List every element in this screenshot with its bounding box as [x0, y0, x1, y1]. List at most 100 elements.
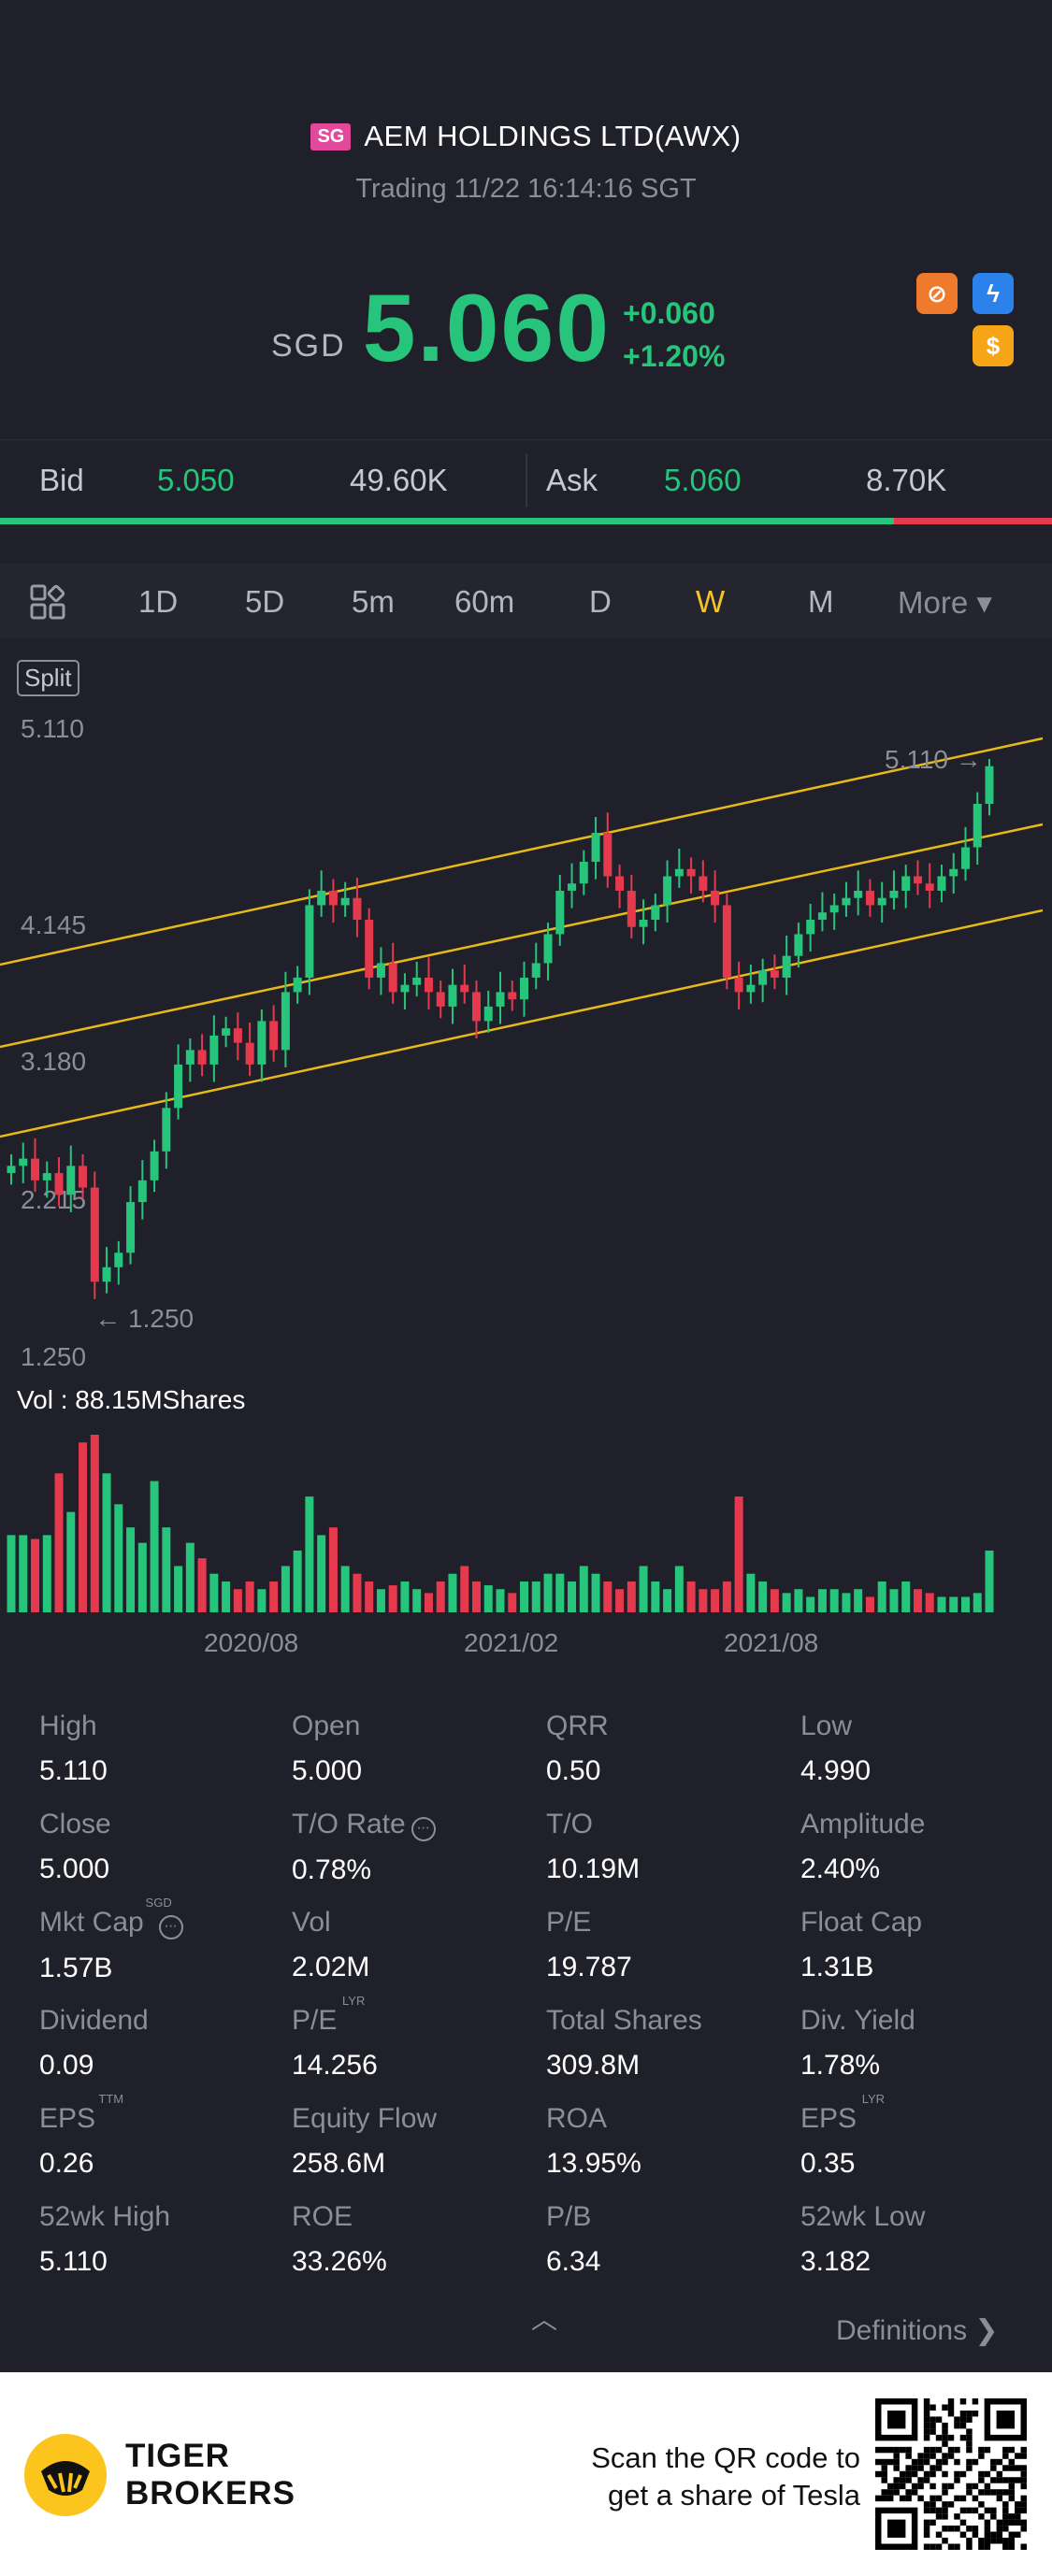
qr-module	[966, 2538, 973, 2544]
qr-module	[1002, 2507, 1009, 2514]
volume-bar	[376, 1589, 385, 1612]
volume-bar	[949, 1596, 958, 1612]
stat-item: 52wk High 5.110	[39, 2201, 292, 2278]
qr-module	[947, 2483, 955, 2490]
qr-module	[886, 2495, 894, 2502]
layout-grid-icon[interactable]	[30, 584, 67, 622]
qr-module	[917, 2465, 924, 2471]
stat-value: 1.31B	[800, 1952, 874, 1982]
volume-chart[interactable]	[0, 1421, 1052, 1617]
info-icon[interactable]: ⋯	[158, 1914, 183, 1939]
qr-module	[881, 2465, 887, 2471]
qr-module	[996, 2495, 1003, 2502]
candle-body	[31, 1158, 40, 1181]
candle-body	[412, 977, 422, 985]
channel-line	[0, 909, 1044, 1138]
stat-value: 3.182	[800, 2246, 872, 2277]
volume-bar	[126, 1527, 136, 1612]
qr-module	[886, 2489, 894, 2496]
stat-superscript: LYR	[861, 2092, 886, 2106]
tab-w[interactable]: W	[696, 584, 726, 619]
tab-60m[interactable]: 60m	[454, 584, 515, 619]
candle-body	[197, 1050, 207, 1065]
tab-more[interactable]: More ▾	[898, 585, 992, 620]
volume-bar	[317, 1535, 326, 1612]
tab-5d[interactable]: 5D	[245, 584, 285, 619]
split-button[interactable]: Split	[17, 660, 79, 696]
candle-body	[746, 984, 756, 993]
qr-module	[996, 2458, 1003, 2466]
qr-module	[930, 2465, 936, 2471]
tab-1d[interactable]: 1D	[138, 584, 179, 619]
qr-module	[966, 2446, 973, 2454]
no-short-icon[interactable]: ⊘	[916, 273, 958, 314]
volume-label: Vol : 88.15MShares	[17, 1385, 246, 1414]
qr-module	[881, 2477, 887, 2483]
candle-body	[114, 1252, 123, 1267]
qr-module	[905, 2470, 912, 2478]
qr-module	[990, 2531, 997, 2539]
qr-module	[1020, 2495, 1027, 2502]
stat-item: P/E 19.787	[546, 1907, 799, 1983]
stat-label: T/O Rate	[292, 1809, 406, 1839]
qr-module	[984, 2519, 991, 2526]
qr-module	[881, 2458, 887, 2466]
lightning-icon[interactable]: ϟ	[973, 273, 1014, 314]
info-icon[interactable]: ⋯	[411, 1816, 436, 1841]
stat-value: 5.110	[39, 1755, 108, 1786]
stat-item: ROE 33.26%	[292, 2201, 544, 2278]
qr-module	[917, 2483, 924, 2490]
stat-item[interactable]: T/O Rate ⋯ 0.78%	[292, 1809, 544, 1886]
stat-item[interactable]: Mkt Cap SGD ⋯ 1.57B	[39, 1896, 292, 1984]
candle-body	[568, 883, 577, 891]
tab-m[interactable]: M	[808, 584, 834, 619]
dollar-icon[interactable]: $	[973, 325, 1014, 366]
volume-bar	[579, 1566, 588, 1612]
qr-module	[1008, 2446, 1016, 2454]
stat-item: Open 5.000	[292, 1710, 544, 1787]
qr-module	[923, 2543, 930, 2550]
qr-module	[978, 2470, 985, 2478]
stock-name: AEM HOLDINGS LTD(AWX)	[364, 120, 742, 152]
qr-module	[972, 2526, 979, 2532]
qr-module	[935, 2531, 943, 2539]
candlestick-chart[interactable]: 5.110 → ← 1.250	[0, 710, 1052, 1365]
qr-module	[942, 2538, 948, 2544]
qr-module	[923, 2526, 930, 2532]
tab-d[interactable]: D	[589, 584, 612, 619]
stat-label: Mkt Cap SGD	[39, 1896, 172, 1938]
qr-module	[881, 2489, 887, 2496]
candle-body	[66, 1166, 76, 1195]
candle-body	[651, 905, 660, 920]
volume-bar	[913, 1589, 922, 1612]
chevron-up-icon[interactable]: ︿	[531, 2305, 558, 2334]
bid-ask-row[interactable]: Bid 5.050 49.60K Ask 5.060 8.70K	[0, 439, 1052, 520]
qr-module	[923, 2531, 930, 2539]
qr-module	[942, 2453, 948, 2459]
qr-module	[923, 2519, 930, 2526]
stat-item: QRR 0.50	[546, 1710, 799, 1787]
brand-name: TIGER BROKERS	[125, 2438, 296, 2512]
qr-module	[1002, 2538, 1009, 2544]
volume-bar	[496, 1589, 505, 1612]
qr-module	[875, 2470, 882, 2478]
stat-label: P/E LYR	[292, 1994, 366, 2036]
qr-module	[996, 2519, 1003, 2526]
last-price: 5.060	[362, 275, 611, 381]
stat-item: EPS TTM 0.26	[39, 2092, 292, 2180]
volume-bar	[448, 1573, 457, 1612]
volume-bar	[615, 1589, 625, 1612]
volume-bar	[483, 1585, 493, 1612]
volume-bar	[734, 1496, 743, 1612]
definitions-link[interactable]: Definitions ❯	[836, 2315, 999, 2346]
qr-module	[942, 2489, 948, 2496]
candle-body	[663, 876, 672, 906]
qr-module	[1002, 2477, 1009, 2483]
volume-bar	[770, 1589, 779, 1612]
tab-5m[interactable]: 5m	[352, 584, 395, 619]
volume-bar	[901, 1581, 911, 1612]
period-tabs: 1D 5D 5m 60m D W M More ▾	[0, 564, 1052, 638]
x-tick-label: 2021/08	[724, 1628, 819, 1657]
volume-bar	[711, 1589, 720, 1612]
qr-module	[923, 2434, 930, 2441]
